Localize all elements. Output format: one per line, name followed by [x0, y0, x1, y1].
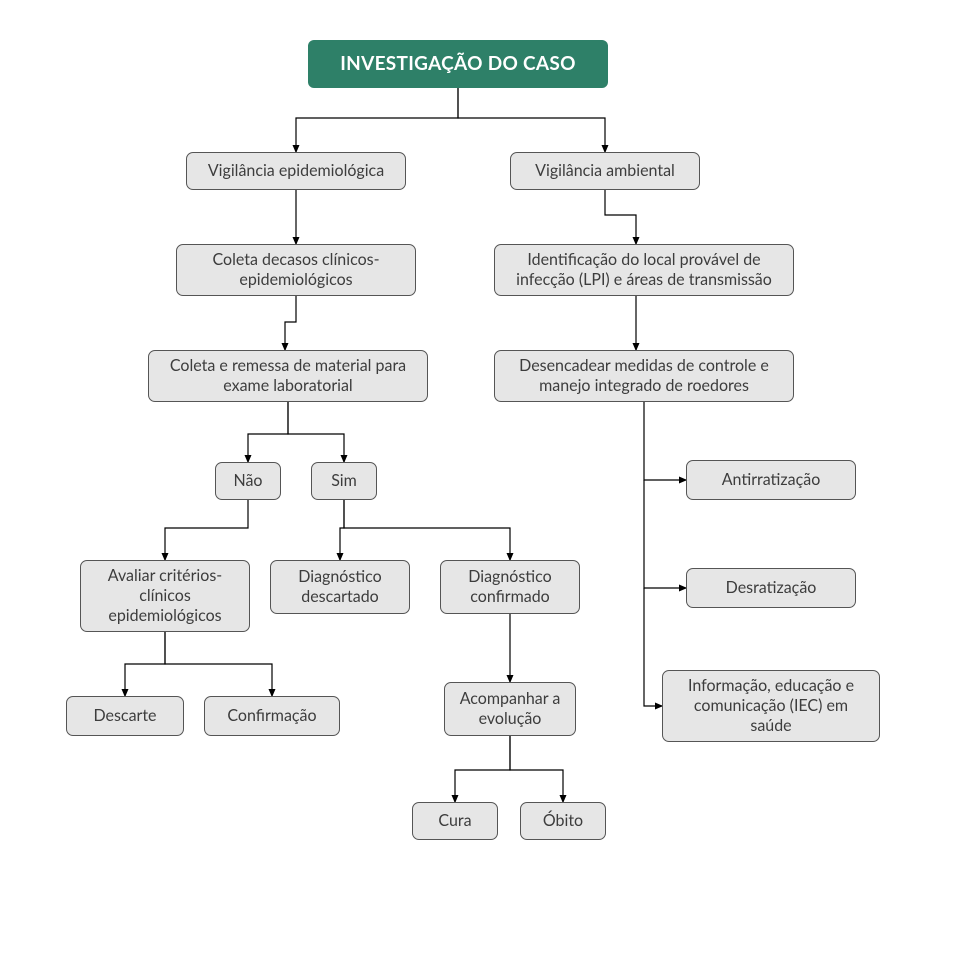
- edge-1: [458, 88, 605, 152]
- edge-11: [125, 632, 165, 696]
- node-antirrat: Antirratização: [686, 460, 856, 500]
- edge-14: [455, 736, 510, 802]
- node-confirmado: Diagnóstico confirmado: [440, 560, 580, 614]
- edge-7: [288, 402, 344, 462]
- edge-0: [296, 88, 458, 152]
- node-desrat: Desratização: [686, 568, 856, 608]
- node-descarte: Descarte: [66, 696, 184, 736]
- node-coleta1: Coleta decasos clínicos-epidemiológicos: [176, 244, 416, 296]
- node-epi: Vigilância epidemiológica: [186, 152, 406, 190]
- node-obito: Óbito: [520, 802, 606, 840]
- node-coleta2: Coleta e remessa de material para exame …: [148, 350, 428, 402]
- flowchart-canvas: INVESTIGAÇÃO DO CASO Vigilância epidemiol…: [0, 0, 960, 960]
- node-iec: Informação, educação e comunicação (IEC)…: [662, 670, 880, 742]
- edge-12: [165, 632, 272, 696]
- node-amb: Vigilância ambiental: [510, 152, 700, 190]
- edge-8: [165, 500, 248, 560]
- edge-3: [605, 190, 636, 244]
- node-acompanhar: Acompanhar a evolução: [444, 682, 576, 736]
- edge-10: [344, 500, 510, 560]
- edge-18: [644, 588, 662, 706]
- edge-4: [285, 296, 296, 350]
- node-nao: Não: [215, 462, 281, 500]
- node-descartado: Diagnóstico descartado: [270, 560, 410, 614]
- node-sim: Sim: [311, 462, 377, 500]
- node-confirmacao: Confirmação: [204, 696, 340, 736]
- node-avaliar: Avaliar critérios-clínicos epidemiológic…: [80, 560, 250, 632]
- edge-17: [644, 480, 686, 588]
- edge-15: [510, 736, 563, 802]
- node-root: INVESTIGAÇÃO DO CASO: [308, 40, 608, 88]
- node-cura: Cura: [412, 802, 498, 840]
- edge-6: [248, 402, 288, 462]
- node-medidas: Desencadear medidas de controle e manejo…: [494, 350, 794, 402]
- edge-16: [644, 402, 686, 480]
- node-lpi: Identificação do local provável de infec…: [494, 244, 794, 296]
